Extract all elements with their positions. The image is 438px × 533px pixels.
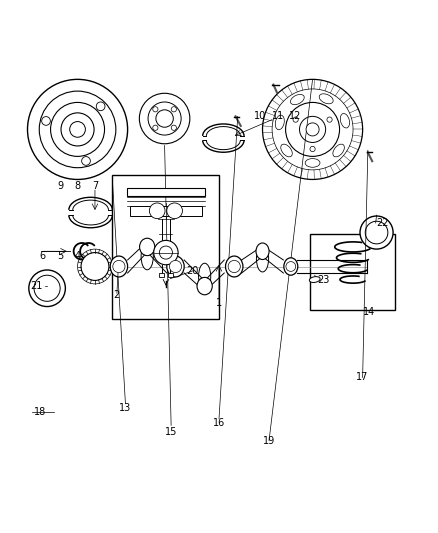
Bar	[127, 188, 205, 196]
Circle shape	[360, 216, 393, 249]
Text: 17: 17	[357, 373, 369, 383]
Circle shape	[170, 261, 182, 272]
Circle shape	[42, 117, 50, 125]
Circle shape	[81, 253, 109, 280]
Circle shape	[153, 107, 158, 112]
Circle shape	[149, 203, 165, 219]
Circle shape	[286, 262, 296, 271]
Text: 8: 8	[74, 181, 81, 191]
Ellipse shape	[256, 246, 268, 272]
Text: 13: 13	[119, 403, 131, 413]
Circle shape	[139, 93, 190, 144]
Circle shape	[153, 125, 158, 131]
Circle shape	[272, 89, 353, 170]
Text: 11: 11	[272, 111, 284, 122]
Text: 22: 22	[376, 218, 389, 228]
Text: 9: 9	[57, 181, 63, 191]
Circle shape	[300, 116, 325, 142]
Circle shape	[81, 157, 90, 165]
Ellipse shape	[110, 256, 127, 277]
Circle shape	[327, 117, 332, 122]
Bar	[130, 206, 201, 216]
Ellipse shape	[256, 243, 269, 260]
Ellipse shape	[167, 256, 184, 277]
Circle shape	[50, 102, 105, 156]
Ellipse shape	[340, 114, 350, 128]
Text: 23: 23	[317, 274, 330, 285]
Ellipse shape	[197, 277, 212, 295]
Bar	[113, 175, 219, 319]
Circle shape	[171, 125, 177, 131]
Text: 12: 12	[289, 111, 301, 122]
Text: 20: 20	[187, 266, 199, 276]
Circle shape	[70, 122, 85, 137]
Text: 4: 4	[74, 251, 81, 261]
Circle shape	[159, 246, 173, 259]
Ellipse shape	[281, 144, 292, 157]
Circle shape	[113, 261, 125, 272]
Ellipse shape	[275, 115, 284, 130]
Text: 18: 18	[35, 407, 47, 417]
Text: 1: 1	[216, 298, 222, 309]
Text: 14: 14	[363, 307, 375, 317]
Circle shape	[34, 275, 60, 301]
Circle shape	[228, 261, 240, 272]
Text: 5: 5	[57, 251, 63, 261]
Circle shape	[310, 147, 315, 151]
Ellipse shape	[305, 158, 320, 167]
Ellipse shape	[141, 244, 153, 270]
Circle shape	[61, 113, 94, 146]
Bar	[168, 273, 173, 277]
Circle shape	[293, 117, 298, 122]
Circle shape	[306, 123, 319, 136]
Ellipse shape	[140, 238, 155, 256]
Bar	[159, 273, 164, 277]
Ellipse shape	[290, 94, 304, 104]
Text: 2: 2	[113, 290, 120, 300]
Bar	[311, 234, 395, 310]
Circle shape	[167, 203, 183, 219]
Circle shape	[365, 221, 388, 244]
Ellipse shape	[284, 258, 298, 275]
Text: 15: 15	[165, 427, 177, 437]
Ellipse shape	[319, 94, 333, 104]
Circle shape	[148, 102, 181, 135]
Circle shape	[96, 102, 105, 111]
Circle shape	[171, 107, 177, 112]
Circle shape	[286, 102, 339, 156]
Ellipse shape	[198, 263, 211, 289]
Ellipse shape	[226, 256, 243, 277]
Text: 21: 21	[30, 281, 42, 291]
Text: 16: 16	[213, 418, 225, 428]
Text: 7: 7	[92, 181, 98, 191]
Circle shape	[39, 91, 116, 168]
Circle shape	[262, 79, 363, 180]
Text: 19: 19	[263, 435, 275, 446]
Text: 10: 10	[254, 111, 266, 122]
Circle shape	[28, 79, 127, 180]
Circle shape	[29, 270, 65, 306]
Ellipse shape	[309, 277, 320, 282]
Ellipse shape	[333, 144, 344, 157]
Circle shape	[156, 110, 173, 127]
Text: 6: 6	[40, 251, 46, 261]
Circle shape	[154, 240, 178, 265]
